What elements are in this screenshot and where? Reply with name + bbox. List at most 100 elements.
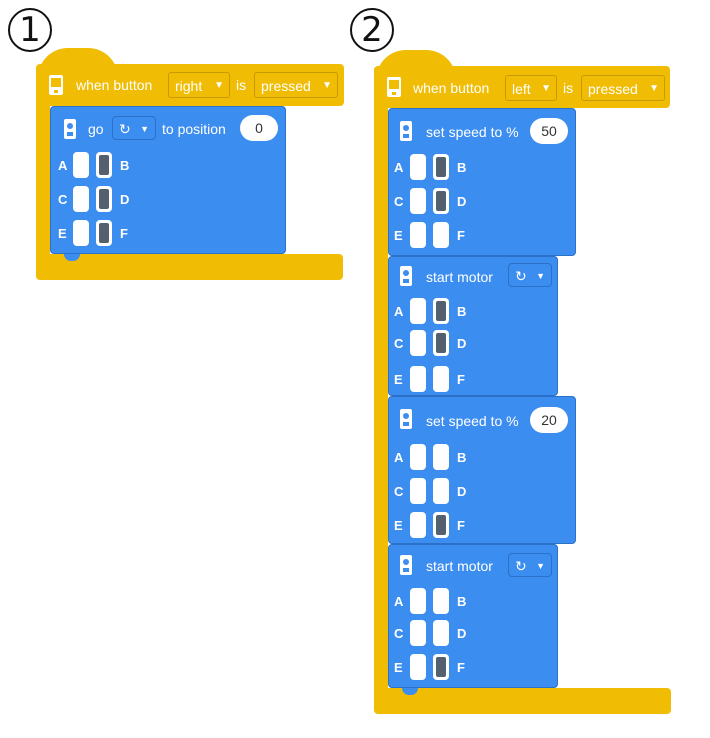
port-c-toggle[interactable] [410, 478, 426, 504]
port-d-toggle[interactable] [433, 620, 449, 646]
hub-icon [49, 75, 63, 95]
direction-dropdown[interactable]: ↻ ▼ [112, 116, 156, 140]
port-f-toggle[interactable] [433, 366, 449, 392]
block-connector [402, 688, 418, 695]
hat-footer [36, 254, 343, 280]
port-a-toggle[interactable] [410, 298, 426, 324]
port-label-b: B [457, 594, 467, 609]
port-label-e: E [394, 518, 403, 533]
port-label-d: D [457, 194, 467, 209]
port-d-toggle[interactable] [433, 478, 449, 504]
event-label: when button [76, 77, 153, 93]
port-label-a: A [394, 160, 404, 175]
step-number-1: 1 [8, 8, 52, 52]
dropdown-arrow-icon: ▼ [322, 80, 332, 91]
state-dropdown[interactable]: pressed ▼ [254, 72, 338, 98]
port-a-toggle[interactable] [410, 588, 426, 614]
port-label-f: F [457, 228, 465, 243]
direction-dropdown[interactable]: ↻ ▼ [508, 553, 552, 577]
start-motor-label: start motor [426, 558, 493, 574]
start-motor-label: start motor [426, 269, 493, 285]
port-label-e: E [58, 226, 67, 241]
port-e-toggle[interactable] [73, 220, 89, 246]
port-f-toggle[interactable] [96, 220, 112, 246]
dropdown-arrow-icon: ▼ [536, 561, 545, 571]
port-f-toggle[interactable] [433, 512, 449, 538]
dropdown-arrow-icon: ▼ [214, 80, 224, 91]
port-a-toggle[interactable] [73, 152, 89, 178]
port-c-toggle[interactable] [410, 330, 426, 356]
port-b-toggle[interactable] [433, 588, 449, 614]
speed-input[interactable]: 20 [530, 407, 568, 433]
port-a-toggle[interactable] [410, 154, 426, 180]
dropdown-arrow-icon: ▼ [649, 83, 659, 94]
port-label-a: A [394, 594, 404, 609]
hub-icon [387, 77, 401, 97]
port-label-e: E [394, 228, 403, 243]
dropdown-arrow-icon: ▼ [536, 271, 545, 281]
button-dropdown-value: right [175, 78, 203, 94]
dropdown-arrow-icon: ▼ [541, 83, 551, 94]
step-number-2: 2 [350, 8, 394, 52]
port-c-toggle[interactable] [410, 620, 426, 646]
rotate-clockwise-icon: ↻ [515, 558, 527, 574]
port-label-e: E [394, 372, 403, 387]
port-label-a: A [394, 304, 404, 319]
hat-stem [374, 100, 388, 700]
state-dropdown-value: pressed [588, 81, 638, 97]
port-label-f: F [120, 226, 128, 241]
position-input[interactable]: 0 [240, 115, 278, 141]
motor-icon [400, 266, 412, 286]
port-label-b: B [457, 450, 467, 465]
motor-icon [400, 555, 412, 575]
port-label-c: C [394, 194, 404, 209]
port-c-toggle[interactable] [410, 188, 426, 214]
port-f-toggle[interactable] [433, 222, 449, 248]
port-b-toggle[interactable] [433, 444, 449, 470]
port-label-a: A [58, 158, 68, 173]
port-d-toggle[interactable] [433, 330, 449, 356]
port-label-b: B [457, 160, 467, 175]
port-label-c: C [394, 626, 404, 641]
port-label-d: D [457, 626, 467, 641]
port-label-d: D [457, 336, 467, 351]
port-e-toggle[interactable] [410, 222, 426, 248]
port-e-toggle[interactable] [410, 512, 426, 538]
port-a-toggle[interactable] [410, 444, 426, 470]
port-c-toggle[interactable] [73, 186, 89, 212]
rotate-clockwise-icon: ↻ [119, 121, 131, 137]
port-f-toggle[interactable] [433, 654, 449, 680]
port-label-d: D [120, 192, 130, 207]
speed-input[interactable]: 50 [530, 118, 568, 144]
port-label-b: B [457, 304, 467, 319]
state-dropdown-value: pressed [261, 78, 311, 94]
block-connector [64, 254, 80, 261]
go-label: go [88, 121, 104, 137]
port-d-toggle[interactable] [433, 188, 449, 214]
port-label-c: C [394, 484, 404, 499]
hat-stem [36, 100, 50, 260]
port-e-toggle[interactable] [410, 366, 426, 392]
port-label-c: C [394, 336, 404, 351]
is-label: is [236, 77, 247, 93]
button-dropdown[interactable]: right ▼ [168, 72, 230, 98]
port-label-e: E [394, 660, 403, 675]
port-label-b: B [120, 158, 130, 173]
port-b-toggle[interactable] [433, 154, 449, 180]
port-label-a: A [394, 450, 404, 465]
set-speed-label: set speed to % [426, 413, 519, 429]
port-b-toggle[interactable] [96, 152, 112, 178]
port-label-f: F [457, 518, 465, 533]
direction-dropdown[interactable]: ↻ ▼ [508, 263, 552, 287]
port-d-toggle[interactable] [96, 186, 112, 212]
button-dropdown[interactable]: left ▼ [505, 75, 557, 101]
state-dropdown[interactable]: pressed ▼ [581, 75, 665, 101]
port-e-toggle[interactable] [410, 654, 426, 680]
set-speed-label: set speed to % [426, 124, 519, 140]
motor-icon [400, 409, 412, 429]
button-dropdown-value: left [512, 81, 531, 97]
port-b-toggle[interactable] [433, 298, 449, 324]
hat-footer [374, 688, 671, 714]
dropdown-arrow-icon: ▼ [140, 124, 149, 134]
is-label: is [563, 80, 574, 96]
